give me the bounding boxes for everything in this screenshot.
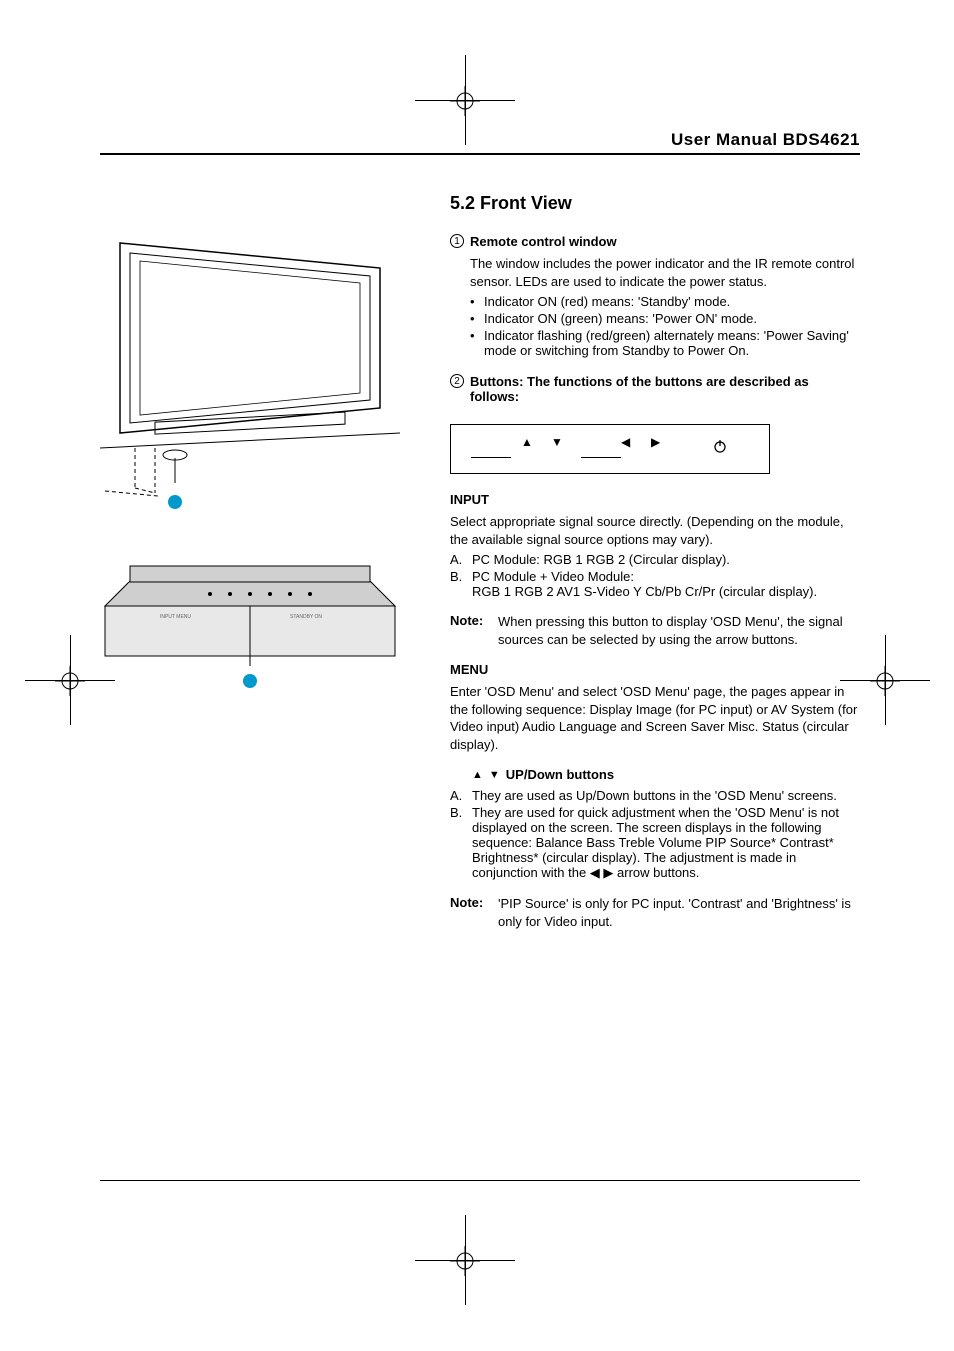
list-item: B. They are used for quick adjustment wh… <box>450 805 860 881</box>
item-1-title: Remote control window <box>470 234 860 249</box>
list-item: A. PC Module: RGB 1 RGB 2 (Circular disp… <box>450 552 860 567</box>
list-mark: A. <box>450 552 472 567</box>
bullet-text: Indicator ON (red) means: 'Standby' mode… <box>484 294 860 309</box>
list-mark: B. <box>450 805 472 881</box>
note-text: When pressing this button to display 'OS… <box>498 613 860 648</box>
callout-2-dot <box>243 674 257 688</box>
registration-mark <box>450 1246 480 1276</box>
list-item: • Indicator ON (red) means: 'Standby' mo… <box>470 294 860 309</box>
note-label: Note: <box>450 895 498 930</box>
item-2: 2 Buttons: The functions of the buttons … <box>450 374 860 410</box>
section-title: 5.2 Front View <box>450 193 860 214</box>
list-text: They are used as Up/Down buttons in the … <box>472 788 860 803</box>
item-1: 1 Remote control window The window inclu… <box>450 234 860 360</box>
list-text: PC Module + Video Module: RGB 1 RGB 2 AV… <box>472 569 860 599</box>
list-text: PC Module: RGB 1 RGB 2 (Circular display… <box>472 552 860 567</box>
up-triangle-icon: ▲ <box>472 769 483 781</box>
registration-mark <box>55 666 85 696</box>
page-content: User Manual BDS4621 <box>100 130 860 941</box>
list-item: • Indicator ON (green) means: 'Power ON'… <box>470 311 860 326</box>
bullet-text: Indicator ON (green) means: 'Power ON' m… <box>484 311 860 326</box>
footer-rule <box>100 1180 860 1181</box>
list-item: • Indicator flashing (red/green) alterna… <box>470 328 860 358</box>
list-mark: A. <box>450 788 472 803</box>
down-triangle-icon: ▼ <box>489 769 500 781</box>
button-panel-diagram: ▲ ▼ ◀ ▶ <box>450 424 770 474</box>
header-title: User Manual BDS4621 <box>100 130 860 150</box>
menu-body: Enter 'OSD Menu' and select 'OSD Menu' p… <box>450 683 860 753</box>
header-rule: User Manual BDS4621 <box>100 130 860 155</box>
input-head: INPUT <box>450 492 860 507</box>
item-1-body: The window includes the power indicator … <box>470 255 860 290</box>
updown-head: ▲ ▼ UP/Down buttons <box>450 767 860 782</box>
front-view-illustration: INPUT MENU STANDBY ON <box>100 233 410 753</box>
tv-front-drawing <box>100 233 400 503</box>
list-item: A. They are used as Up/Down buttons in t… <box>450 788 860 803</box>
registration-mark <box>870 666 900 696</box>
menu-head: MENU <box>450 662 860 677</box>
updown-title: UP/Down buttons <box>506 767 614 782</box>
registration-mark <box>450 86 480 116</box>
down-arrow-icon: ▼ <box>551 435 563 449</box>
bullet-text: Indicator flashing (red/green) alternate… <box>484 328 860 358</box>
item-2-title: Buttons: The functions of the buttons ar… <box>470 374 860 404</box>
input-note: Note: When pressing this button to displ… <box>450 613 860 648</box>
circled-1-icon: 1 <box>450 234 464 248</box>
list-item: B. PC Module + Video Module: RGB 1 RGB 2… <box>450 569 860 599</box>
left-column: INPUT MENU STANDBY ON <box>100 193 450 941</box>
callout-1-dot <box>168 495 182 509</box>
circled-2-icon: 2 <box>450 374 464 388</box>
note-text: 'PIP Source' is only for PC input. 'Cont… <box>498 895 860 930</box>
svg-text:INPUT MENU: INPUT MENU <box>160 614 191 620</box>
right-arrow-icon: ▶ <box>651 435 660 449</box>
list-mark: B. <box>450 569 472 599</box>
svg-text:STANDBY ON: STANDBY ON <box>290 614 322 620</box>
note-label: Note: <box>450 613 498 648</box>
list-text: They are used for quick adjustment when … <box>472 805 860 881</box>
updown-note: Note: 'PIP Source' is only for PC input.… <box>450 895 860 930</box>
right-column: 5.2 Front View 1 Remote control window T… <box>450 193 860 941</box>
up-arrow-icon: ▲ <box>521 435 533 449</box>
input-body: Select appropriate signal source directl… <box>450 513 860 548</box>
left-arrow-icon: ◀ <box>621 435 630 449</box>
